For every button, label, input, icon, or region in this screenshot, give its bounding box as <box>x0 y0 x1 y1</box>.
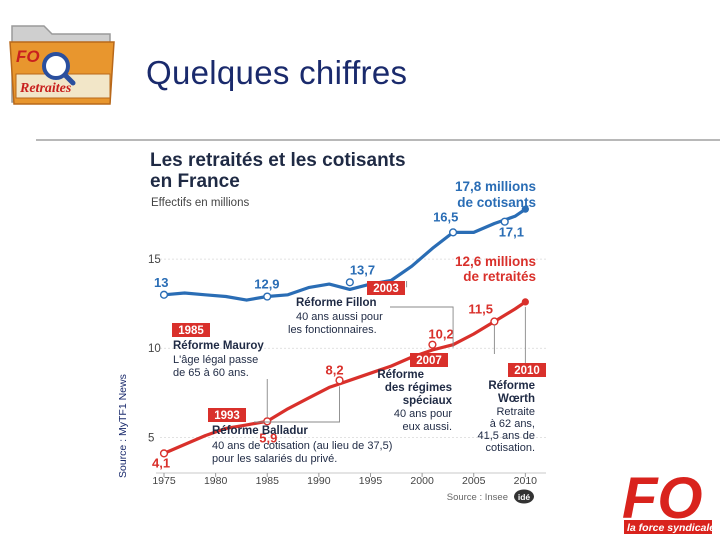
title-divider <box>36 139 720 141</box>
x-tick-label: 1995 <box>359 475 383 487</box>
series-end-marker-retraites <box>521 298 529 306</box>
reform-year-label: 2003 <box>373 283 399 295</box>
chart-title-line-1: Les retraités et les cotisants <box>150 150 406 171</box>
chart-title-line-2: en France <box>150 171 240 192</box>
data-label: 11,5 <box>468 302 493 317</box>
data-point-marker <box>500 217 509 226</box>
data-point-marker <box>428 340 437 349</box>
reform-title: Réforme <box>377 369 424 381</box>
reform-title: Réforme <box>488 380 535 392</box>
y-tick-label: 5 <box>148 432 154 444</box>
reform-text: 41,5 ans de <box>478 430 536 442</box>
data-label: 12,9 <box>254 277 279 292</box>
series-end-label: de cotisants <box>457 195 536 210</box>
series-end-marker-cotisants <box>521 205 529 213</box>
slide-title: Quelques chiffres <box>146 54 408 91</box>
reform-year-label: 1993 <box>214 410 240 422</box>
fo-union-logo: FO la force syndicale <box>616 466 716 538</box>
data-point-marker <box>159 290 169 299</box>
data-label: 10,2 <box>428 327 453 342</box>
x-tick-label: 2000 <box>410 475 434 487</box>
data-label: 16,5 <box>433 209 458 224</box>
data-point-marker <box>263 417 272 426</box>
data-label: 13,7 <box>350 262 375 277</box>
reform-text: Retraite <box>496 406 535 418</box>
reform-text: cotisation. <box>485 442 535 454</box>
reform-title: Réforme Mauroy <box>173 340 264 352</box>
chart-source: Source : Insee <box>447 492 508 503</box>
reform-title: Réforme Fillon <box>296 297 377 309</box>
data-label: 13 <box>154 275 168 290</box>
folder-fo-text: FO <box>16 47 40 66</box>
series-end-label: de retraités <box>463 269 536 284</box>
fo-logo-slogan: la force syndicale <box>627 522 715 534</box>
data-label: 8,2 <box>326 362 344 377</box>
reform-text: les fonctionnaires. <box>288 324 377 336</box>
data-point-marker <box>335 376 344 385</box>
reform-text: eux aussi. <box>402 421 452 433</box>
reform-title: Réforme Balladur <box>212 425 308 437</box>
series-end-label: 12,6 millions <box>455 254 536 269</box>
reform-title: Wœrth <box>498 393 535 405</box>
reform-text: 40 ans aussi pour <box>296 311 383 323</box>
reform-connector-line <box>254 386 340 423</box>
data-point-marker <box>490 317 499 326</box>
fo-retraites-logo: FO Retraites <box>6 12 118 108</box>
reform-text: pour les salariés du privé. <box>212 453 337 465</box>
data-label: 17,1 <box>499 225 524 240</box>
chart-subtitle: Effectifs en millions <box>151 197 249 209</box>
reform-year-label: 2010 <box>514 365 540 377</box>
reform-year-label: 2007 <box>416 355 442 367</box>
reform-text: 40 ans pour <box>394 408 452 420</box>
y-tick-label: 10 <box>148 343 161 355</box>
data-point-marker <box>448 228 458 237</box>
data-point-marker <box>159 449 169 458</box>
data-point-marker <box>263 292 272 301</box>
x-tick-label: 1975 <box>152 475 176 487</box>
reform-text: 40 ans de cotisation (au lieu de 37,5) <box>212 440 392 452</box>
series-line-retraites <box>162 300 527 455</box>
x-tick-label: 1980 <box>204 475 228 487</box>
data-label: 4,1 <box>152 455 170 470</box>
folder-retraites-text: Retraites <box>19 81 72 96</box>
reform-text: L'âge légal passe <box>173 354 258 366</box>
x-tick-label: 2005 <box>462 475 486 487</box>
side-source-credit: Source : MyTF1 News <box>117 374 129 478</box>
x-tick-label: 1990 <box>307 475 331 487</box>
reform-connector-line <box>390 306 454 348</box>
reform-year-badge <box>508 363 546 377</box>
reform-year-badge <box>208 408 246 422</box>
reform-year-badge <box>367 281 405 295</box>
source-logo-badge <box>514 489 534 504</box>
x-tick-label: 2010 <box>514 475 538 487</box>
reform-title: des régimes <box>385 382 452 394</box>
y-tick-label: 15 <box>148 254 161 266</box>
reform-title: spéciaux <box>403 395 453 407</box>
series-end-label: 17,8 millions <box>455 179 536 194</box>
data-label: 5,9 <box>259 430 277 445</box>
data-point-marker <box>345 278 354 287</box>
reform-text: de 65 à 60 ans. <box>173 367 249 379</box>
reform-year-label: 1985 <box>178 325 204 337</box>
x-tick-label: 1985 <box>256 475 280 487</box>
reform-text: à 62 ans, <box>490 418 535 430</box>
source-logo-text: idé <box>518 492 531 502</box>
series-line-cotisants <box>162 207 527 302</box>
reform-year-badge <box>410 353 448 367</box>
reform-year-badge <box>172 323 210 337</box>
